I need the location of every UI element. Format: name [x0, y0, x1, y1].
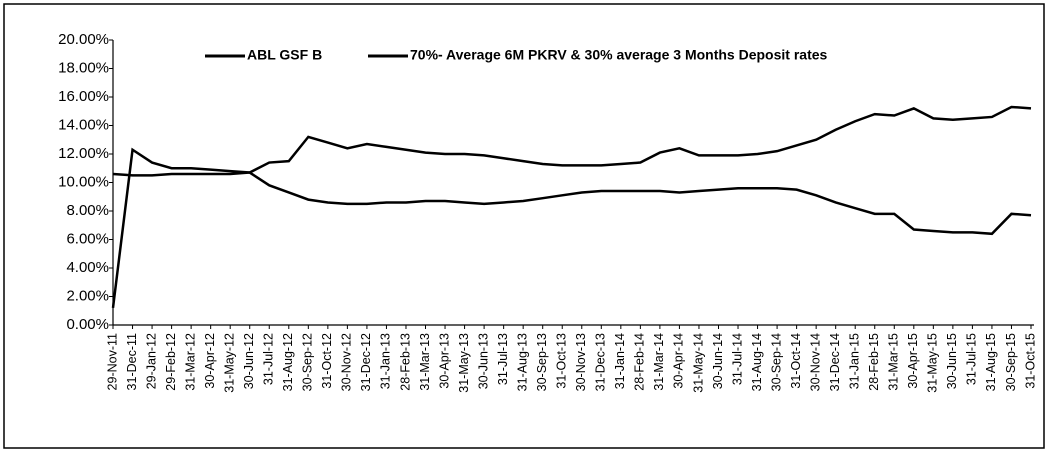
y-tick-label: 8.00% — [66, 202, 109, 219]
x-tick-label: 31-May-12 — [222, 333, 236, 393]
legend-label: ABL GSF B — [247, 47, 322, 63]
x-tick-label: 31-Mar-12 — [183, 333, 197, 391]
x-tick-label: 31-Oct-14 — [789, 333, 803, 389]
x-tick-label: 30-Jun-14 — [711, 333, 725, 389]
x-tick-label: 31-May-13 — [457, 333, 471, 393]
x-tick-label: 31-Jul-15 — [965, 333, 979, 385]
x-tick-label: 30-Nov-12 — [340, 333, 354, 391]
x-tick-label: 31-Jul-12 — [262, 333, 276, 385]
x-tick-label: 31-Mar-13 — [418, 333, 432, 391]
x-tick-label: 28-Feb-15 — [867, 333, 881, 391]
x-tick-label: 31-Jul-14 — [730, 333, 744, 385]
x-tick-label: 31-Aug-12 — [281, 333, 295, 391]
y-tick-label: 2.00% — [66, 287, 109, 304]
x-tick-label: 28-Feb-13 — [398, 333, 412, 391]
x-tick-label: 31-May-14 — [691, 333, 705, 393]
x-tick-label: 30-Nov-14 — [808, 333, 822, 391]
x-tick-label: 31-Mar-15 — [887, 333, 901, 391]
y-tick-label: 6.00% — [66, 230, 109, 247]
x-tick-label: 30-Nov-13 — [574, 333, 588, 391]
x-tick-label: 31-Aug-15 — [984, 333, 998, 391]
x-tick-label: 31-Jan-15 — [848, 333, 862, 389]
x-tick-label: 30-Apr-14 — [672, 333, 686, 389]
x-tick-label: 31-Dec-12 — [359, 333, 373, 391]
x-tick-label: 30-Sep-15 — [1004, 333, 1018, 391]
x-tick-label: 31-Oct-15 — [1023, 333, 1037, 389]
series-line — [112, 171, 1032, 236]
y-tick-label: 0.00% — [66, 316, 109, 333]
x-tick-label: 31-Aug-14 — [750, 333, 764, 391]
x-tick-label: 30-Apr-12 — [203, 333, 217, 389]
y-tick-label: 18.00% — [58, 59, 109, 76]
x-tick-label: 31-Jan-14 — [613, 333, 627, 389]
legend-label: 70%- Average 6M PKRV & 30% average 3 Mon… — [410, 47, 828, 63]
y-tick-label: 4.00% — [66, 259, 109, 276]
x-tick-label: 31-Oct-12 — [320, 333, 334, 389]
x-tick-label: 30-Jun-15 — [945, 333, 959, 389]
y-tick-label: 10.00% — [58, 173, 109, 190]
x-tick-label: 30-Jun-12 — [242, 333, 256, 389]
y-tick-label: 14.00% — [58, 116, 109, 133]
x-tick-label: 31-Dec-13 — [594, 333, 608, 391]
x-tick-label: 28-Feb-14 — [633, 333, 647, 391]
x-tick-label: 31-Mar-14 — [652, 333, 666, 391]
x-tick-label: 31-Jan-13 — [379, 333, 393, 389]
x-tick-label: 29-Nov-11 — [105, 333, 119, 390]
x-tick-label: 30-Apr-13 — [437, 333, 451, 389]
x-tick-label: 31-May-15 — [926, 333, 940, 393]
x-tick-label: 31-Dec-14 — [828, 333, 842, 391]
x-tick-label: 29-Jan-12 — [144, 333, 158, 389]
x-tick-label: 31-Dec-11 — [125, 333, 139, 390]
x-tick-label: 29-Feb-12 — [164, 333, 178, 391]
x-tick-label: 31-Oct-13 — [555, 333, 569, 389]
chart-frame — [3, 3, 1045, 449]
x-tick-label: 30-Sep-14 — [769, 333, 783, 391]
x-tick-label: 31-Aug-13 — [515, 333, 529, 391]
x-tick-label: 30-Sep-13 — [535, 333, 549, 391]
x-tick-label: 30-Apr-15 — [906, 333, 920, 389]
x-tick-label: 30-Sep-12 — [301, 333, 315, 391]
x-tick-label: 30-Jun-13 — [476, 333, 490, 389]
y-tick-label: 12.00% — [58, 145, 109, 162]
x-tick-label: 31-Jul-13 — [496, 333, 510, 385]
y-tick-label: 20.00% — [58, 31, 109, 48]
y-tick-label: 16.00% — [58, 88, 109, 105]
series-line — [111, 105, 1032, 309]
